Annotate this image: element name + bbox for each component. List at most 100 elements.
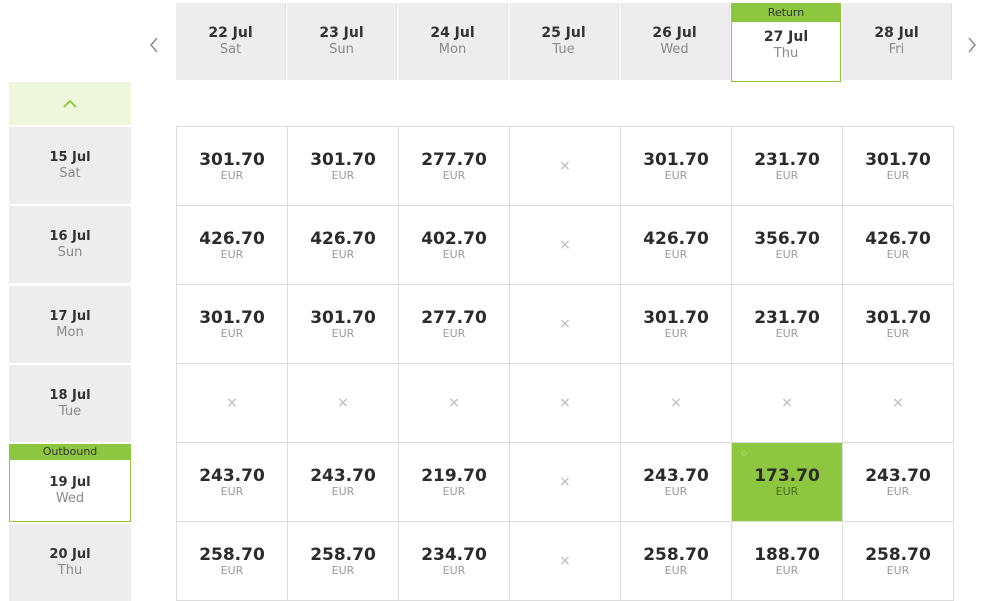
fare-cell: ×	[177, 364, 288, 443]
return-date-label: 26 Jul	[652, 25, 697, 41]
fare-cell[interactable]: 258.70 EUR	[288, 522, 399, 601]
fare-currency: EUR	[442, 168, 466, 182]
return-date-23-jul[interactable]: 23 Jul Sun	[287, 3, 397, 80]
fare-currency: EUR	[886, 168, 910, 182]
return-date-28-jul[interactable]: 28 Jul Fri	[842, 3, 952, 80]
fare-cell[interactable]: 243.70 EUR	[288, 443, 399, 522]
fare-cell: ×	[732, 364, 843, 443]
return-day-label: Mon	[438, 42, 467, 57]
fare-cell[interactable]: 231.70 EUR	[732, 127, 843, 206]
chevron-left-icon	[150, 37, 158, 53]
return-date-25-jul[interactable]: 25 Jul Tue	[509, 3, 619, 80]
fare-cell: ×	[288, 364, 399, 443]
unavailable-icon: ×	[559, 316, 571, 332]
departure-date-20-jul[interactable]: 20 Jul Thu	[9, 524, 131, 601]
fare-price: 301.70	[199, 307, 265, 328]
unavailable-icon: ×	[559, 474, 571, 490]
return-date-26-jul[interactable]: 26 Jul Wed	[620, 3, 730, 80]
fare-cell[interactable]: 219.70 EUR	[399, 443, 510, 522]
departure-day-label: Wed	[55, 490, 85, 506]
fare-price: 402.70	[421, 228, 487, 249]
unavailable-icon: ×	[559, 158, 571, 174]
departure-date-17-jul[interactable]: 17 Jul Mon	[9, 286, 131, 364]
fare-cell[interactable]: 356.70 EUR	[732, 206, 843, 285]
fare-currency: EUR	[442, 326, 466, 340]
return-tag: Return	[731, 3, 841, 22]
fare-currency: EUR	[775, 563, 799, 577]
return-date-label: 24 Jul	[430, 25, 475, 41]
unavailable-icon: ×	[892, 395, 904, 411]
fare-cell[interactable]: 277.70 EUR	[399, 285, 510, 364]
fare-cell[interactable]: 301.70 EUR	[177, 127, 288, 206]
next-week-button[interactable]	[960, 30, 984, 60]
fare-cell[interactable]: 301.70 EUR	[621, 285, 732, 364]
fare-currency: EUR	[775, 484, 799, 498]
price-row: 243.70 EUR 243.70 EUR 219.70 EUR × 243.70 EUR ☆ 17…	[177, 443, 954, 522]
fare-cell[interactable]: 258.70 EUR	[177, 522, 288, 601]
return-day-label: Thu	[773, 46, 799, 61]
departure-date-label: 17 Jul	[49, 309, 91, 324]
fare-price: 301.70	[865, 307, 931, 328]
fare-cell[interactable]: 402.70 EUR	[399, 206, 510, 285]
departure-date-15-jul[interactable]: 15 Jul Sat	[9, 127, 131, 205]
fare-price: 301.70	[643, 307, 709, 328]
fare-currency: EUR	[331, 247, 355, 261]
fare-cell[interactable]: 243.70 EUR	[621, 443, 732, 522]
return-day-label: Sat	[219, 42, 242, 57]
fare-cell[interactable]: 234.70 EUR	[399, 522, 510, 601]
departure-date-label: 20 Jul	[49, 547, 91, 562]
previous-week-button[interactable]	[142, 30, 166, 60]
fare-price: 301.70	[310, 307, 376, 328]
fare-currency: EUR	[664, 326, 688, 340]
scroll-up-button[interactable]	[9, 82, 131, 125]
fare-cell: ×	[510, 127, 621, 206]
fare-cell[interactable]: 301.70 EUR	[843, 127, 954, 206]
fare-cell[interactable]: 426.70 EUR	[843, 206, 954, 285]
fare-price: 258.70	[643, 544, 709, 565]
return-date-label: 22 Jul	[208, 25, 253, 41]
fare-price: 356.70	[754, 228, 820, 249]
fare-price: 301.70	[865, 149, 931, 170]
return-date-27-jul[interactable]: Return 27 Jul Thu	[731, 3, 841, 82]
price-row: 426.70 EUR 426.70 EUR 402.70 EUR × 426.70 EUR 356…	[177, 206, 954, 285]
fare-currency: EUR	[331, 168, 355, 182]
fare-cell[interactable]: 243.70 EUR	[177, 443, 288, 522]
return-date-22-jul[interactable]: 22 Jul Sat	[176, 3, 286, 80]
return-day-label: Wed	[660, 42, 689, 57]
departure-date-label: 16 Jul	[49, 229, 91, 244]
fare-price: 243.70	[865, 465, 931, 486]
price-row: 301.70 EUR 301.70 EUR 277.70 EUR × 301.70 EUR 231…	[177, 285, 954, 364]
fare-cell[interactable]: 188.70 EUR	[732, 522, 843, 601]
fare-cell[interactable]: 301.70 EUR	[288, 285, 399, 364]
return-date-24-jul[interactable]: 24 Jul Mon	[398, 3, 508, 80]
fare-currency: EUR	[886, 484, 910, 498]
departure-date-18-jul[interactable]: 18 Jul Tue	[9, 365, 131, 443]
departure-day-label: Sat	[59, 166, 81, 181]
fare-price: 277.70	[421, 307, 487, 328]
departure-date-16-jul[interactable]: 16 Jul Sun	[9, 206, 131, 284]
selected-fare-cell[interactable]: ☆ 173.70 EUR	[732, 443, 843, 522]
fare-cell[interactable]: 243.70 EUR	[843, 443, 954, 522]
fare-cell[interactable]: 258.70 EUR	[843, 522, 954, 601]
return-date-label: 23 Jul	[319, 25, 364, 41]
fare-currency: EUR	[220, 484, 244, 498]
departure-day-label: Tue	[58, 404, 82, 419]
fare-cell[interactable]: 426.70 EUR	[621, 206, 732, 285]
departure-date-19-jul[interactable]: Outbound 19 Jul Wed	[9, 444, 131, 522]
unavailable-icon: ×	[448, 395, 460, 411]
fare-currency: EUR	[775, 326, 799, 340]
fare-cell[interactable]: 277.70 EUR	[399, 127, 510, 206]
fare-price: 219.70	[421, 465, 487, 486]
fare-cell[interactable]: 301.70 EUR	[621, 127, 732, 206]
fare-currency: EUR	[331, 484, 355, 498]
fare-cell[interactable]: 301.70 EUR	[843, 285, 954, 364]
fare-cell[interactable]: 301.70 EUR	[177, 285, 288, 364]
fare-cell[interactable]: 258.70 EUR	[621, 522, 732, 601]
fare-price: 243.70	[310, 465, 376, 486]
fare-cell[interactable]: 231.70 EUR	[732, 285, 843, 364]
fare-cell[interactable]: 426.70 EUR	[288, 206, 399, 285]
fare-cell[interactable]: 426.70 EUR	[177, 206, 288, 285]
fare-price: 426.70	[199, 228, 265, 249]
fare-cell[interactable]: 301.70 EUR	[288, 127, 399, 206]
